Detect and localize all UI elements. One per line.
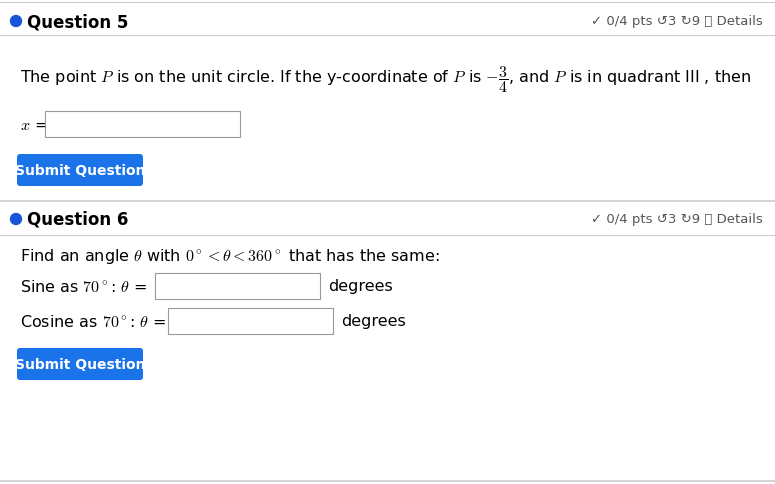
Text: Find an angle $\theta$ with $0^\circ < \theta < 360^\circ$ that has the same:: Find an angle $\theta$ with $0^\circ < \… (20, 246, 439, 265)
Text: Cosine as $70^\circ$: $\theta$ =: Cosine as $70^\circ$: $\theta$ = (20, 313, 166, 329)
Text: $x$ =: $x$ = (20, 117, 48, 132)
Text: degrees: degrees (341, 314, 406, 329)
Text: Submit Question: Submit Question (15, 164, 145, 178)
FancyBboxPatch shape (45, 112, 240, 138)
Text: ✓ 0/4 pts ↺3 ↻9 ⓘ Details: ✓ 0/4 pts ↺3 ↻9 ⓘ Details (591, 15, 763, 29)
FancyBboxPatch shape (168, 308, 333, 334)
Text: Question 6: Question 6 (27, 211, 129, 228)
Circle shape (11, 214, 22, 225)
Text: Sine as $70^\circ$: $\theta$ =: Sine as $70^\circ$: $\theta$ = (20, 278, 147, 294)
Text: Submit Question: Submit Question (15, 357, 145, 371)
Text: degrees: degrees (328, 279, 393, 294)
Circle shape (11, 16, 22, 28)
FancyBboxPatch shape (17, 155, 143, 187)
Text: The point $\mathit{P}$ is on the unit circle. If the y-coordinate of $\mathit{P}: The point $\mathit{P}$ is on the unit ci… (20, 64, 751, 95)
FancyBboxPatch shape (17, 348, 143, 380)
Text: Question 5: Question 5 (27, 13, 129, 31)
FancyBboxPatch shape (155, 273, 320, 300)
Text: ✓ 0/4 pts ↺3 ↻9 ⓘ Details: ✓ 0/4 pts ↺3 ↻9 ⓘ Details (591, 213, 763, 226)
